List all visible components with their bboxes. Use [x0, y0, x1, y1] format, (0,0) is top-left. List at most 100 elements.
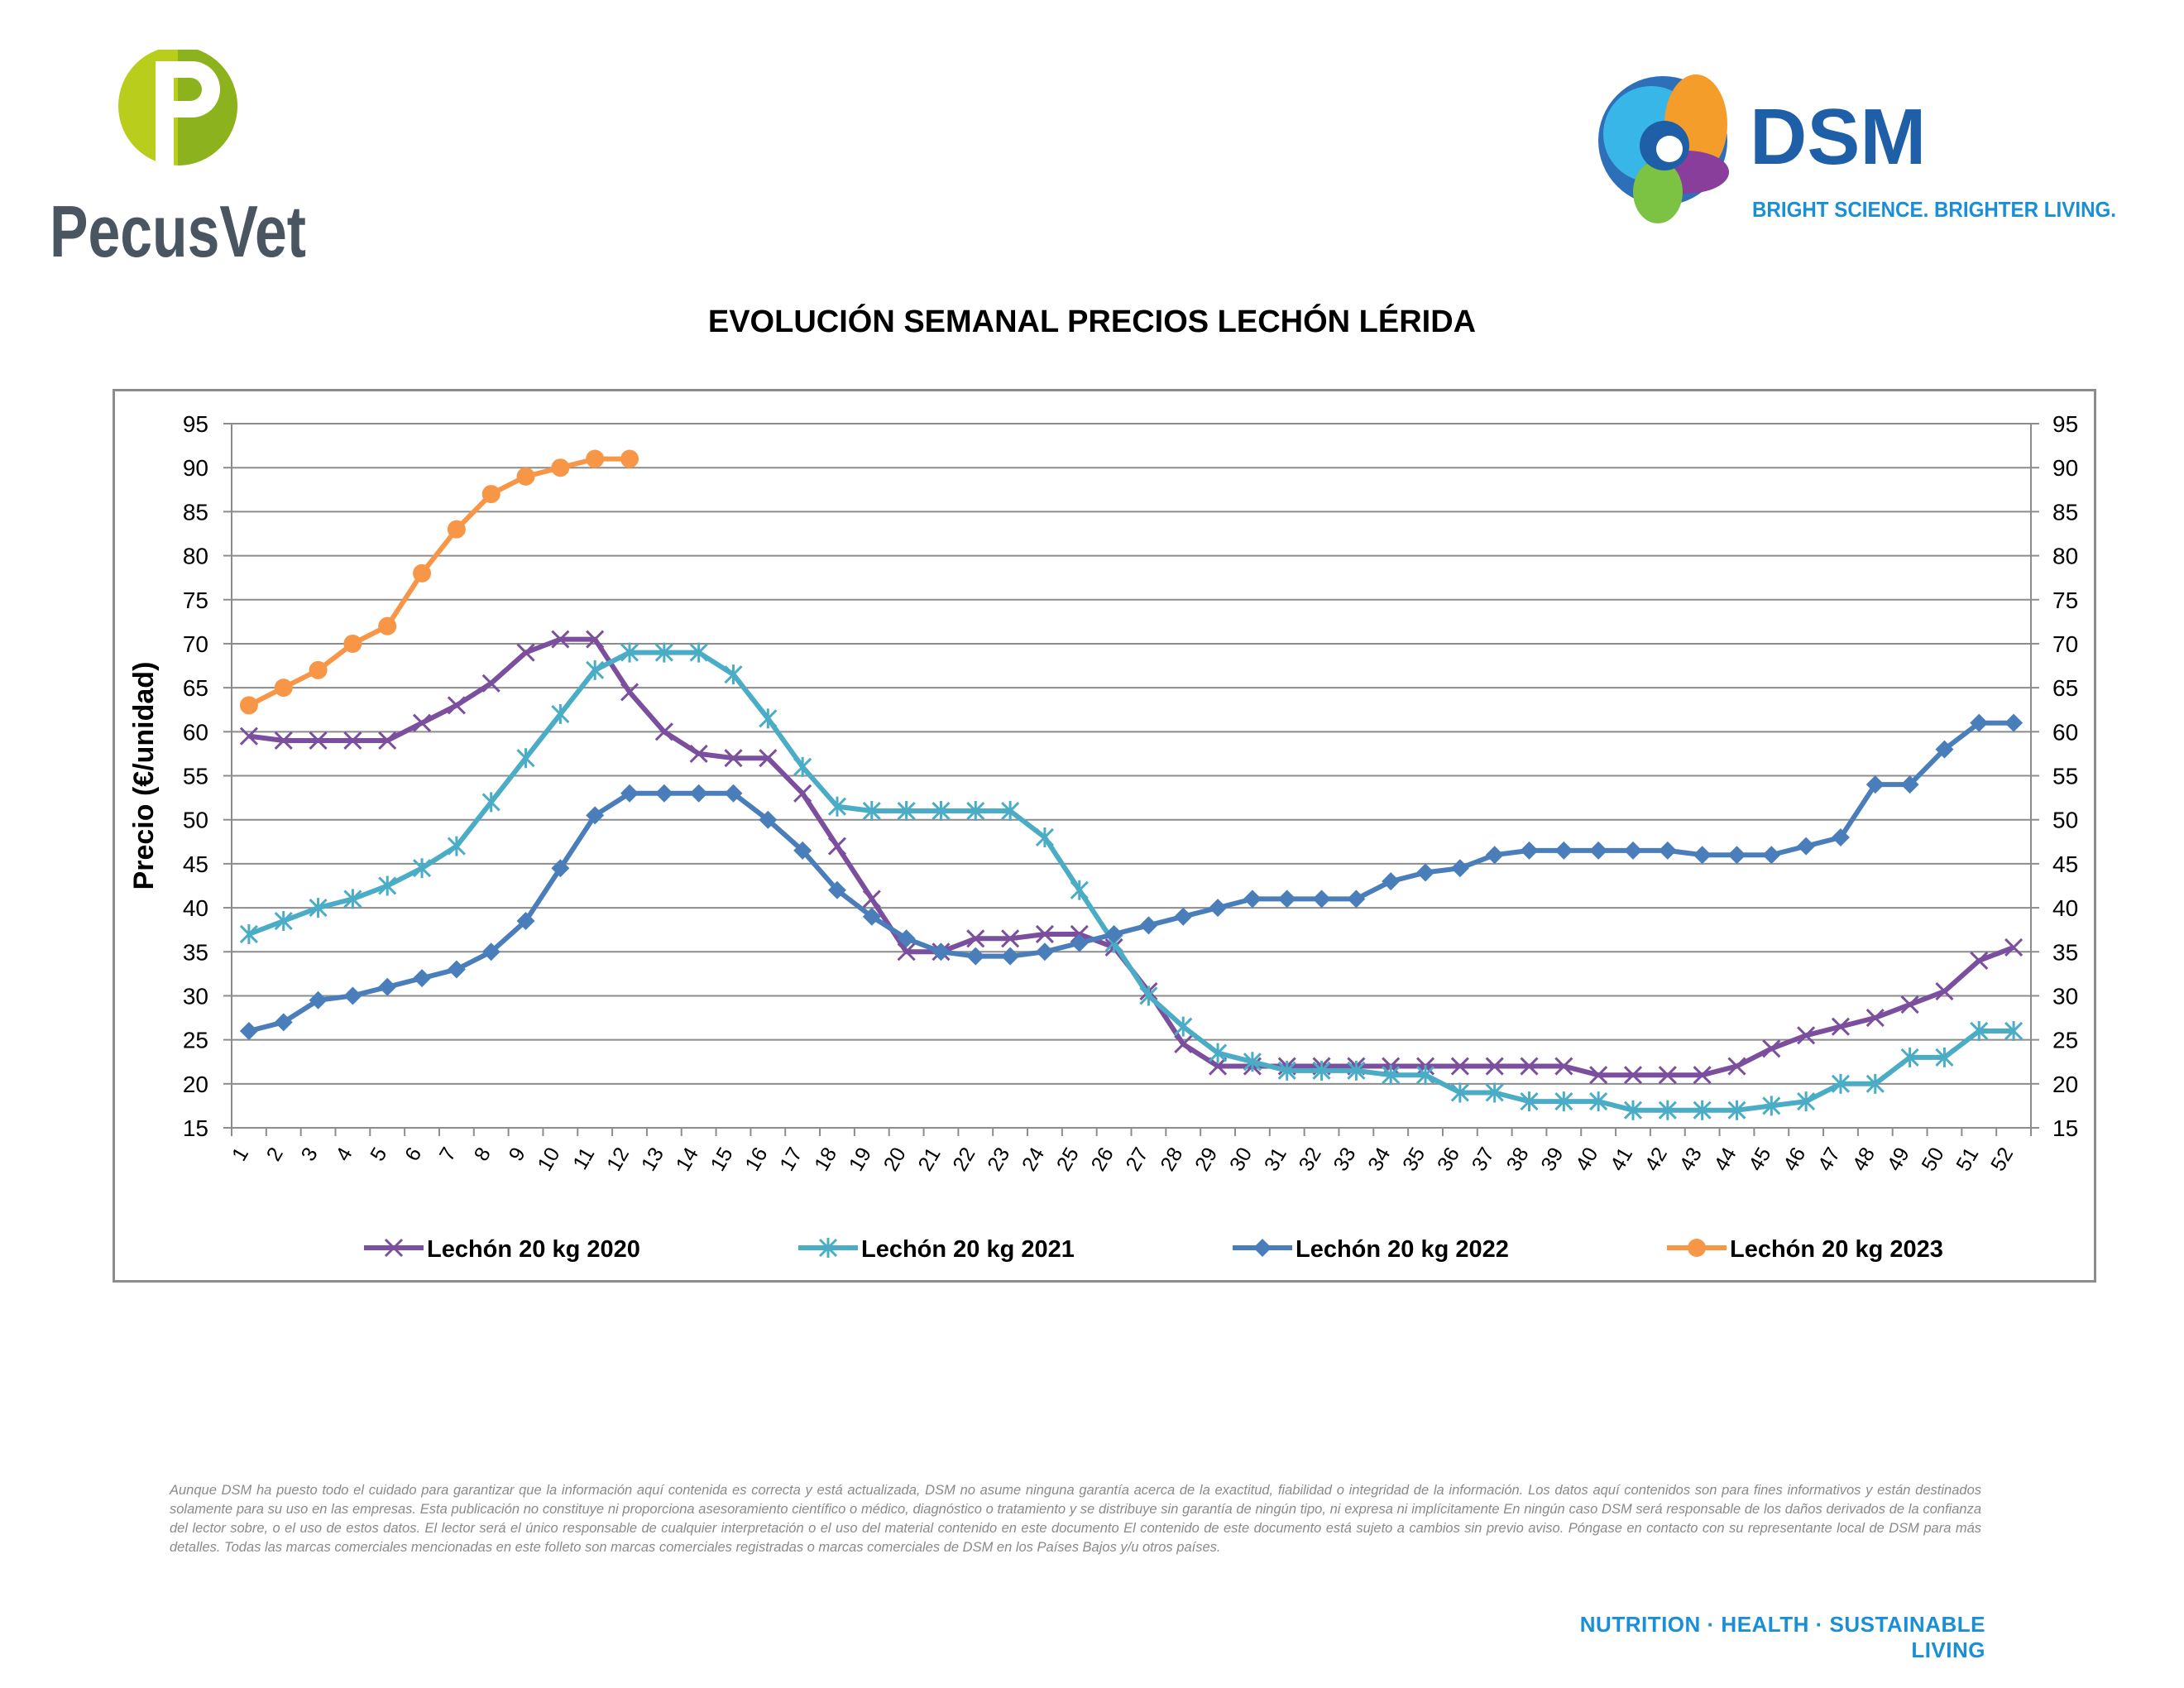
- x-tick-label: 30: [1225, 1144, 1257, 1175]
- series-line: [247, 650, 2014, 1113]
- data-point: [724, 664, 743, 685]
- data-point: [1139, 985, 1158, 1006]
- x-tick-label: 42: [1640, 1144, 1672, 1175]
- y-tick-label-left: 25: [183, 1028, 208, 1053]
- x-tick-label: 33: [1329, 1144, 1360, 1175]
- data-point: [447, 960, 466, 979]
- data-point: [966, 947, 985, 966]
- x-tick-label: 32: [1295, 1144, 1326, 1175]
- x-tick-label: 7: [435, 1144, 461, 1165]
- data-point: [1866, 775, 1885, 794]
- data-point: [274, 1013, 293, 1032]
- data-point: [1797, 1091, 1816, 1112]
- y-tick-label-left: 95: [183, 411, 208, 437]
- y-tick-label-right: 30: [2052, 983, 2078, 1009]
- data-point: [412, 713, 432, 732]
- data-point: [1243, 890, 1262, 909]
- x-tick-label: 14: [672, 1144, 703, 1175]
- data-point: [516, 912, 535, 931]
- data-point: [1312, 890, 1331, 909]
- x-tick-label: 8: [470, 1144, 496, 1165]
- x-tick-label: 34: [1363, 1144, 1395, 1175]
- data-point: [1623, 841, 1642, 860]
- data-point: [239, 923, 258, 944]
- y-tick-label-right: 35: [2052, 939, 2078, 965]
- data-point: [1035, 924, 1054, 944]
- y-tick-label-right: 95: [2052, 411, 2078, 437]
- x-tick-label: 38: [1502, 1144, 1534, 1175]
- legend-item-3: Lechón 20 kg 2022: [1233, 1236, 1509, 1263]
- data-point: [1554, 841, 1573, 860]
- data-point: [1831, 1017, 1851, 1036]
- dsm-slogan: BRIGHT SCIENCE. BRIGHTER LIVING.: [1752, 197, 2116, 222]
- data-point: [1450, 1082, 1469, 1103]
- x-tick-label: 37: [1468, 1144, 1499, 1175]
- data-point: [1277, 890, 1296, 909]
- y-tick-label-left: 55: [183, 764, 208, 789]
- data-point: [412, 858, 432, 879]
- data-point: [1450, 859, 1469, 878]
- data-point: [343, 986, 362, 1005]
- data-point: [1520, 841, 1539, 860]
- data-point: [239, 1021, 258, 1040]
- chart-title: EVOLUCIÓN SEMANAL PRECIOS LECHÓN LÉRIDA: [707, 305, 1477, 339]
- data-point: [1762, 846, 1781, 865]
- data-point: [1277, 1060, 1296, 1081]
- data-point: [481, 792, 500, 813]
- x-tick-label: 1: [228, 1144, 253, 1165]
- data-point: [1658, 1066, 1677, 1085]
- data-point: [274, 679, 293, 698]
- data-point: [551, 704, 570, 725]
- data-point: [862, 801, 881, 822]
- data-point: [1174, 1034, 1193, 1054]
- data-point: [620, 642, 639, 663]
- pecusvet-p-icon: [118, 50, 237, 175]
- y-tick-label-left: 40: [183, 895, 208, 921]
- data-point: [586, 659, 605, 680]
- x-tick-label: 44: [1710, 1144, 1741, 1175]
- data-point: [1970, 1020, 1989, 1041]
- data-point: [1035, 827, 1054, 847]
- y-tick-label-right: 75: [2052, 587, 2078, 613]
- data-point: [1900, 1047, 1919, 1067]
- x-tick-label: 47: [1813, 1144, 1845, 1175]
- data-point: [1831, 1073, 1851, 1094]
- x-tick-label: 4: [331, 1144, 357, 1165]
- data-point: [689, 642, 708, 663]
- x-tick-label: 35: [1398, 1144, 1430, 1175]
- x-tick-label: 6: [400, 1144, 426, 1165]
- x-tick-label: 29: [1190, 1144, 1222, 1175]
- y-tick-label-left: 70: [183, 631, 208, 657]
- data-point: [481, 942, 500, 961]
- data-point: [447, 696, 466, 715]
- data-point: [481, 485, 500, 504]
- grid-lines: [232, 423, 2031, 1129]
- x-tick-label: 50: [1917, 1144, 1948, 1175]
- data-point: [1866, 1008, 1885, 1028]
- data-point: [1243, 1052, 1262, 1072]
- data-point: [862, 890, 881, 909]
- data-point: [1209, 1057, 1228, 1076]
- data-point: [551, 630, 570, 649]
- data-point: [1382, 872, 1401, 891]
- x-tick-label: 43: [1675, 1144, 1707, 1175]
- data-point: [1174, 1016, 1193, 1037]
- x-tick-label: 27: [1121, 1144, 1152, 1175]
- data-point: [1935, 982, 1954, 1001]
- data-point: [1727, 1057, 1746, 1076]
- y-tick-label-left: 90: [183, 455, 208, 481]
- data-point: [689, 784, 708, 803]
- legend-label: Lechón 20 kg 2021: [861, 1236, 1075, 1263]
- y-tick-label-right: 85: [2052, 499, 2078, 525]
- series-2: [239, 642, 2024, 1120]
- series-line: [248, 720, 2014, 1033]
- legend-marker: [818, 1238, 838, 1258]
- data-point: [1070, 933, 1089, 952]
- data-point: [586, 630, 605, 649]
- x-tick-label: 28: [1156, 1144, 1187, 1175]
- data-point: [1797, 1026, 1816, 1045]
- data-point: [378, 731, 397, 750]
- data-point: [551, 458, 570, 477]
- data-point: [654, 722, 673, 741]
